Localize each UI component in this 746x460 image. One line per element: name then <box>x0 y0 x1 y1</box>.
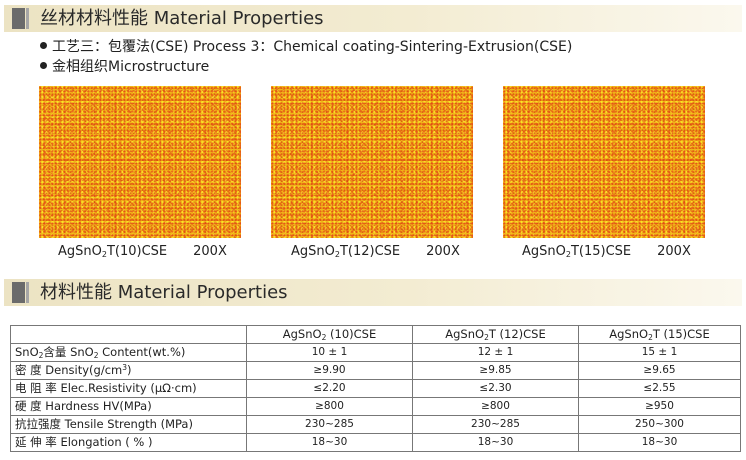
section-marker-accent <box>26 8 29 29</box>
caption-grade: T(15)CSE <box>570 244 632 259</box>
property-value-cell: 18~30 <box>578 433 741 452</box>
property-value-cell: 230~285 <box>246 415 413 434</box>
property-value-cell: ≥800 <box>412 397 579 416</box>
table-row: 硬 度 Hardness HV(MPa) ≥800 ≥800 ≥950 <box>10 397 741 416</box>
table-row: 电 阻 率 Elec.Resistivity (μΩ·cm) ≤2.20 ≤2.30… <box>10 379 741 398</box>
header-cell-empty <box>10 325 247 344</box>
caption-subscript: 2 <box>334 250 340 259</box>
property-value-cell: ≤2.20 <box>246 379 413 398</box>
caption-magnification: 200X <box>193 244 227 259</box>
property-value-cell: 250~300 <box>578 415 741 434</box>
micrograph-image-15 <box>503 86 705 238</box>
micrograph-caption: AgSnO2T(15)CSE 200X <box>522 244 691 260</box>
micrograph-image-12 <box>271 86 473 238</box>
property-name-part: ) <box>127 363 132 377</box>
microstructure-text: 金相组织Microstructure <box>52 59 210 75</box>
header-subscript: 2 <box>321 333 327 342</box>
header-alloy: AgSnO <box>282 327 322 341</box>
table-row: 抗拉强度 Tensile Strength (MPa) 230~285 230~28… <box>10 415 741 434</box>
process-text: 工艺三：包覆法(CSE) Process 3：Chemical coating-… <box>52 39 573 55</box>
micrograph-caption: AgSnO2T(12)CSE 200X <box>291 244 460 260</box>
caption-alloy: AgSnO <box>58 244 102 259</box>
property-value-cell: 230~285 <box>412 415 579 434</box>
property-value-cell: ≥950 <box>578 397 741 416</box>
section-title: 丝材材料性能 Material Properties <box>40 8 324 29</box>
property-name-subscript: 2 <box>38 351 44 360</box>
micrograph-caption: AgSnO2T(10)CSE 200X <box>58 244 227 260</box>
header-subscript: 2 <box>484 333 489 342</box>
header-subscript: 2 <box>648 333 653 342</box>
property-name-part: Content(wt.%) <box>98 345 186 359</box>
property-name-cell: 延 伸 率 Elongation ( % ) <box>10 433 247 452</box>
caption-subscript: 2 <box>565 250 571 259</box>
section-header-wire-properties: 丝材材料性能 Material Properties <box>4 5 742 32</box>
caption-alloy: AgSnO <box>522 244 566 259</box>
section-marker-accent <box>26 282 29 303</box>
property-value-cell: 18~30 <box>246 433 413 452</box>
bullet-icon <box>40 42 47 49</box>
caption-subscript: 2 <box>101 250 107 259</box>
header-cell: AgSnO2T (15)CSE <box>578 325 741 344</box>
table-row: 密 度 Density(g/cm3) ≥9.90 ≥9.85 ≥9.65 <box>10 361 741 380</box>
property-name-cell: SnO2含量 SnO2 Content(wt.%) <box>10 343 247 362</box>
micrograph-image-10 <box>39 86 241 238</box>
caption-magnification: 200X <box>426 244 460 259</box>
property-name-part: 抗拉强度 Tensile Strength (MPa) <box>15 417 193 431</box>
header-alloy: AgSnO <box>609 327 649 341</box>
property-value-cell: ≤2.30 <box>412 379 579 398</box>
table-row: SnO2含量 SnO2 Content(wt.%) 10 ± 1 12 ± 1 15 … <box>10 343 741 362</box>
property-name-part: 含量 SnO <box>43 345 94 359</box>
property-name-superscript: 3 <box>122 363 127 372</box>
section-marker-icon <box>12 8 25 29</box>
property-value-cell: ≥9.90 <box>246 361 413 380</box>
microstructure-line: 金相组织Microstructure <box>40 58 209 76</box>
property-value-cell: 18~30 <box>412 433 579 452</box>
property-name-part: 密 度 Density(g/cm <box>15 363 123 377</box>
property-value-cell: ≥9.65 <box>578 361 741 380</box>
header-cell: AgSnO2 (10)CSE <box>246 325 413 344</box>
properties-table: AgSnO2 (10)CSE AgSnO2T (12)CSE AgSnO2T (… <box>10 325 741 452</box>
property-name-cell: 密 度 Density(g/cm3) <box>10 361 247 380</box>
header-grade: (10)CSE <box>326 327 377 341</box>
header-grade: T (15)CSE <box>652 327 710 341</box>
process-line: 工艺三：包覆法(CSE) Process 3：Chemical coating-… <box>40 38 572 56</box>
property-name-part: SnO <box>15 345 39 359</box>
property-name-cell: 抗拉强度 Tensile Strength (MPa) <box>10 415 247 434</box>
property-value-cell: 12 ± 1 <box>412 343 579 362</box>
caption-alloy: AgSnO <box>291 244 335 259</box>
header-alloy: AgSnO <box>445 327 485 341</box>
property-value-cell: 15 ± 1 <box>578 343 741 362</box>
section-marker-icon <box>12 282 25 303</box>
header-cell: AgSnO2T (12)CSE <box>412 325 579 344</box>
property-value-cell: 10 ± 1 <box>246 343 413 362</box>
property-value-cell: ≥800 <box>246 397 413 416</box>
section-header-material-properties: 材料性能 Material Properties <box>4 279 742 306</box>
table-header-row: AgSnO2 (10)CSE AgSnO2T (12)CSE AgSnO2T (… <box>10 325 741 344</box>
property-name-part: 电 阻 率 Elec.Resistivity (μΩ·cm) <box>15 381 197 395</box>
table-row: 延 伸 率 Elongation ( % ) 18~30 18~30 18~30 <box>10 433 741 452</box>
property-name-part: 硬 度 Hardness HV(MPa) <box>15 399 152 413</box>
property-name-subscript: 2 <box>93 351 99 360</box>
caption-magnification: 200X <box>657 244 691 259</box>
property-name-part: 延 伸 率 Elongation ( % ) <box>15 435 153 449</box>
property-value-cell: ≥9.85 <box>412 361 579 380</box>
property-value-cell: ≤2.55 <box>578 379 741 398</box>
header-grade: T (12)CSE <box>488 327 546 341</box>
property-name-cell: 硬 度 Hardness HV(MPa) <box>10 397 247 416</box>
bullet-icon <box>40 62 47 69</box>
caption-grade: T(10)CSE <box>106 244 168 259</box>
caption-grade: T(12)CSE <box>339 244 401 259</box>
section-title: 材料性能 Material Properties <box>40 282 288 303</box>
property-name-cell: 电 阻 率 Elec.Resistivity (μΩ·cm) <box>10 379 247 398</box>
